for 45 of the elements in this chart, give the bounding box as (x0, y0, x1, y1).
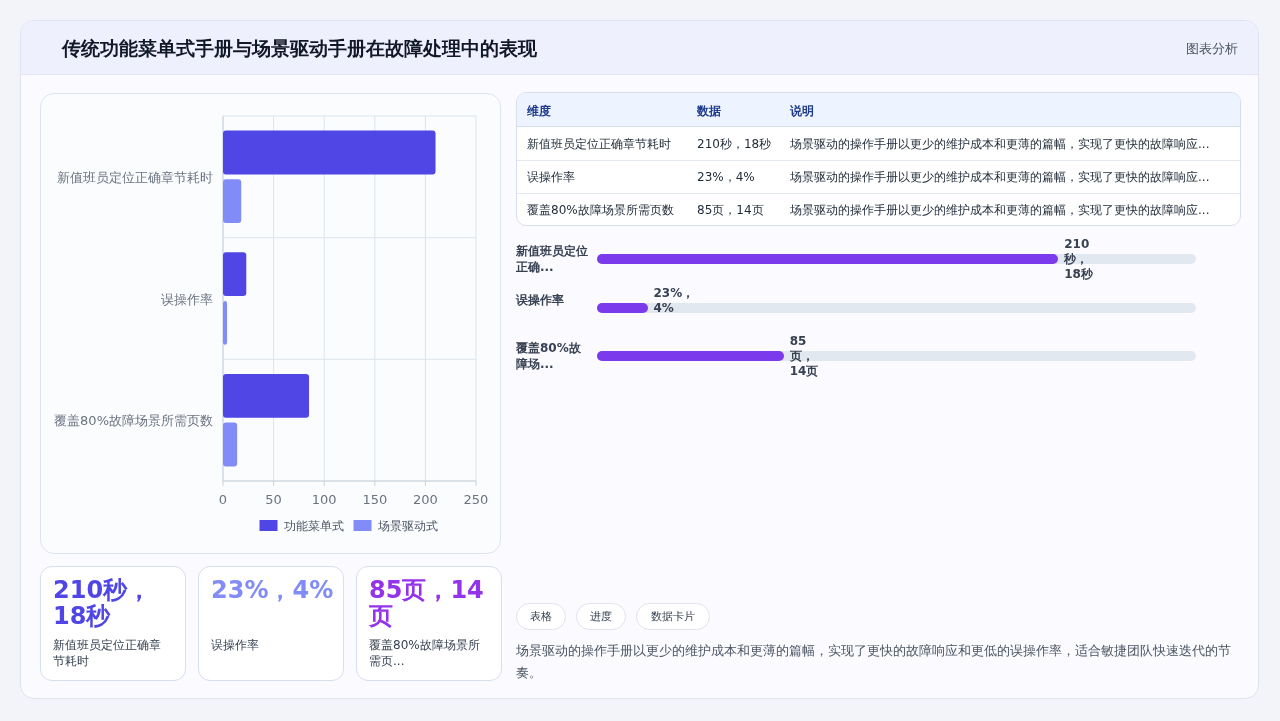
text: 覆盖80%故障场景所需页... (369, 637, 481, 669)
text: 数据卡片 (636, 603, 710, 630)
x-tick-label: 50 (265, 492, 282, 507)
text: 23%，4% (211, 576, 335, 604)
bar (223, 179, 242, 224)
x-tick-label: 200 (412, 492, 438, 507)
bar (223, 130, 436, 175)
text: 210秒，18秒 (697, 136, 772, 153)
y-tick-label: 误操作率 (516, 291, 565, 308)
text: 210秒，18秒 (53, 576, 153, 630)
y-tick-label: 误操作率 (161, 291, 213, 307)
text: 85页，14页 (369, 576, 485, 630)
text: 说明 (790, 103, 814, 120)
data-label: 210秒，18秒 (1064, 237, 1094, 282)
y-tick-label: 新值班员定位正确... (516, 243, 589, 275)
text: 场景驱动的操作手册以更少的维护成本和更薄的篇幅，实现了更快的故障响应... (790, 202, 1210, 219)
bar (223, 300, 228, 345)
text: 数据 (697, 103, 721, 120)
bar (223, 422, 238, 467)
text: 覆盖80%故障场景所需页数 (527, 202, 674, 219)
chart-title: 传统功能菜单式手册与场景驱动手册在故障处理中的表现 (62, 36, 537, 61)
y-tick-label: 新值班员定位正确章节耗时 (57, 169, 213, 185)
text: 表格 (516, 603, 566, 630)
text: 85页，14页 (697, 202, 764, 219)
data-label: 23%，4% (653, 285, 695, 316)
x-tick-label: 100 (311, 492, 337, 507)
legend-label: 场景驱动式 (376, 519, 438, 533)
bar (223, 373, 310, 418)
legend-label: 功能菜单式 (283, 519, 344, 533)
data-label: 85页，14页 (789, 334, 820, 379)
text: 新值班员定位正确章节耗时 (527, 136, 671, 153)
text: 图表分析 (1185, 40, 1238, 58)
bar (223, 252, 247, 297)
y-tick-label: 覆盖80%故障场景所需页数 (54, 413, 213, 429)
text: 场景驱动的操作手册以更少的维护成本和更薄的篇幅，实现了更快的故障响应... (790, 136, 1210, 153)
text: 23%，4% (697, 169, 755, 186)
text: 维度 (527, 103, 551, 120)
x-tick-label: 0 (218, 492, 228, 507)
text: 误操作率 (211, 637, 260, 653)
x-tick-label: 150 (362, 492, 388, 507)
text: 场景驱动的操作手册以更少的维护成本和更薄的篇幅，实现了更快的故障响应... (790, 169, 1210, 186)
text: 进度 (576, 603, 626, 630)
x-tick-label: 250 (463, 492, 489, 507)
text: 场景驱动的操作手册以更少的维护成本和更薄的篇幅，实现了更快的故障响应和更低的误操作率，适合敏捷团队快速迭代的节奏。 (516, 642, 1232, 682)
y-tick-label: 覆盖80%故障场... (516, 340, 582, 372)
